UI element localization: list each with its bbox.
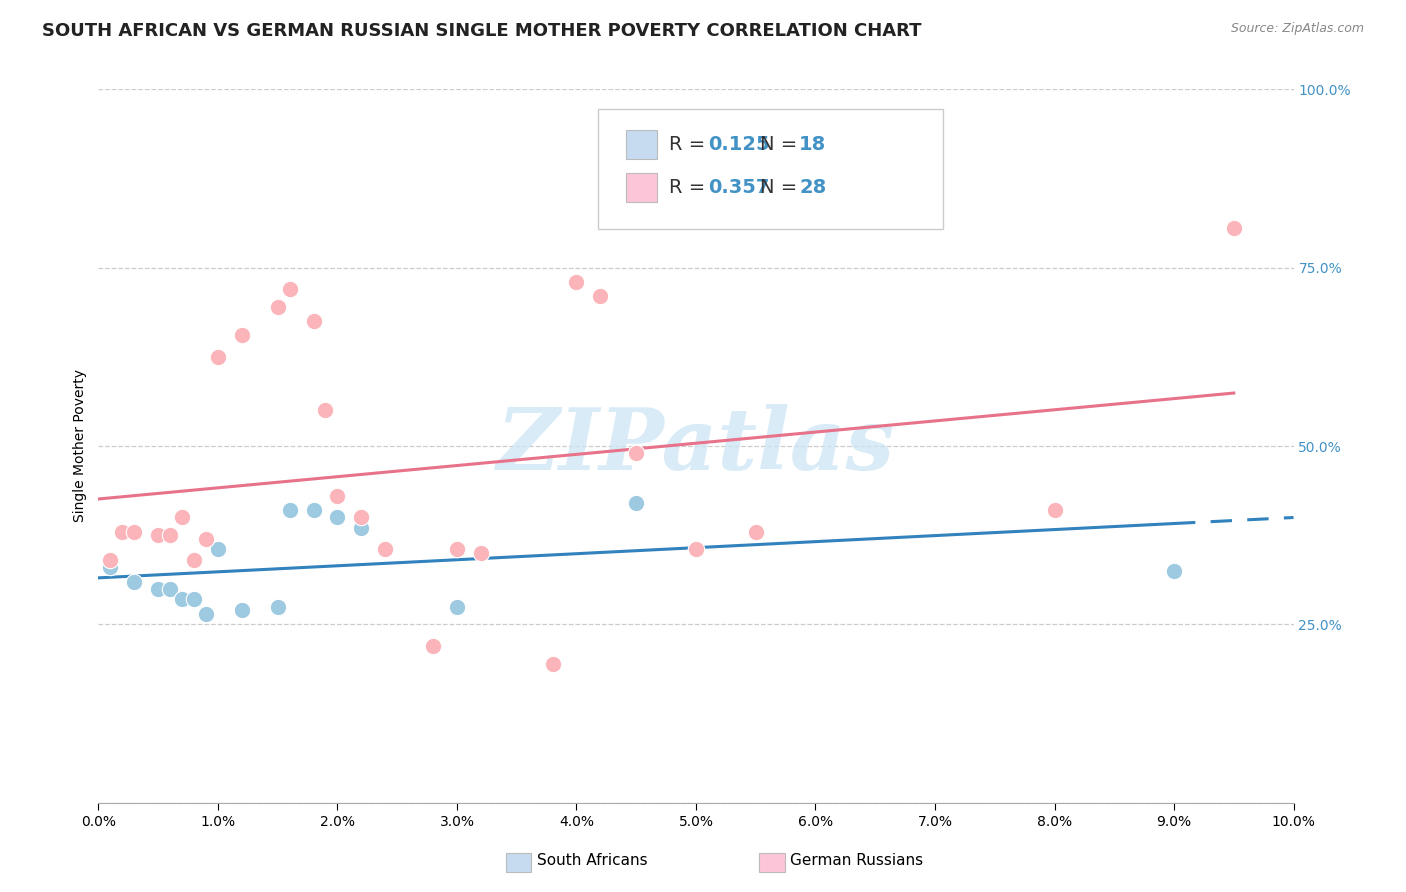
Text: 18: 18	[799, 135, 827, 154]
Text: ZIPatlas: ZIPatlas	[496, 404, 896, 488]
Point	[100, 560, 122, 574]
Point	[315, 403, 337, 417]
Text: 0.125: 0.125	[709, 135, 769, 154]
Point	[267, 599, 290, 614]
Point	[207, 350, 229, 364]
Point	[626, 446, 648, 460]
Point	[183, 553, 205, 567]
Text: R =: R =	[669, 178, 711, 197]
Point	[124, 524, 146, 539]
Point	[111, 524, 134, 539]
Point	[302, 314, 325, 328]
Text: R =: R =	[669, 135, 711, 154]
Point	[374, 542, 396, 557]
Y-axis label: Single Mother Poverty: Single Mother Poverty	[73, 369, 87, 523]
Point	[350, 521, 373, 535]
Text: 28: 28	[799, 178, 827, 197]
Point	[685, 542, 707, 557]
Text: N =: N =	[759, 178, 803, 197]
Point	[1223, 221, 1246, 235]
Point	[231, 328, 253, 343]
Point	[267, 300, 290, 314]
Point	[626, 496, 648, 510]
Point	[589, 289, 612, 303]
Point	[326, 510, 349, 524]
Point	[541, 657, 564, 671]
Text: SOUTH AFRICAN VS GERMAN RUSSIAN SINGLE MOTHER POVERTY CORRELATION CHART: SOUTH AFRICAN VS GERMAN RUSSIAN SINGLE M…	[42, 22, 922, 40]
Point	[207, 542, 229, 557]
Point	[100, 553, 122, 567]
Point	[172, 592, 194, 607]
Point	[1043, 503, 1066, 517]
Text: South Africans: South Africans	[537, 854, 648, 868]
Point	[278, 282, 301, 296]
Point	[172, 510, 194, 524]
Point	[1043, 503, 1066, 517]
Point	[745, 524, 768, 539]
Point	[195, 532, 218, 546]
Point	[278, 503, 301, 517]
Point	[470, 546, 492, 560]
Point	[148, 582, 170, 596]
Text: Source: ZipAtlas.com: Source: ZipAtlas.com	[1230, 22, 1364, 36]
Point	[159, 528, 181, 542]
Point	[302, 503, 325, 517]
Point	[422, 639, 444, 653]
Point	[446, 542, 468, 557]
Point	[148, 528, 170, 542]
Point	[195, 607, 218, 621]
Text: German Russians: German Russians	[790, 854, 924, 868]
Point	[565, 275, 588, 289]
Point	[124, 574, 146, 589]
Point	[159, 582, 181, 596]
Point	[350, 510, 373, 524]
Point	[446, 599, 468, 614]
Text: N =: N =	[759, 135, 803, 154]
Point	[326, 489, 349, 503]
Text: 0.357: 0.357	[709, 178, 769, 197]
Point	[183, 592, 205, 607]
Point	[1163, 564, 1185, 578]
Point	[231, 603, 253, 617]
